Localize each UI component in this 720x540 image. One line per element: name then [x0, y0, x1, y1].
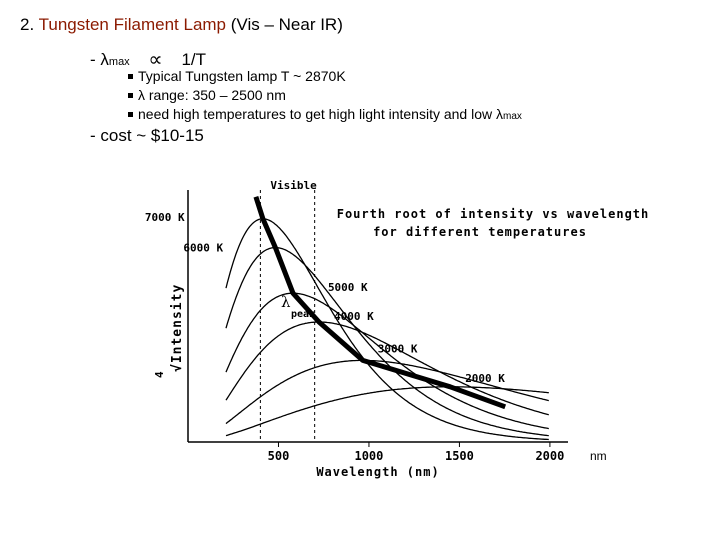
title-text: Tungsten Filament Lamp: [38, 15, 227, 34]
bullet-text: need high temperatures to get high light…: [138, 106, 504, 122]
bullet-square-icon: [128, 112, 133, 117]
bullet-item: λ range: 350 – 2500 nm: [128, 86, 522, 105]
y-axis-root-label: 4: [153, 371, 166, 378]
y-axis-label: √Intensity: [170, 284, 185, 372]
series-line: [225, 386, 549, 437]
series-label: 6000 K: [183, 242, 223, 255]
prop-sub: max: [108, 56, 130, 68]
series-label: 5000 K: [328, 281, 368, 294]
visible-label: Visible: [270, 179, 317, 192]
chart-title: Fourth root of intensity vs wavelength: [337, 207, 650, 221]
x-tick-label: 1000: [354, 449, 383, 463]
lambda-peak-sub: peak: [291, 309, 315, 320]
prop-lambda: λ: [100, 50, 109, 69]
series-line: [225, 246, 549, 437]
lambda-peak-label: λ: [281, 293, 291, 311]
x-unit-label: nm: [590, 449, 607, 463]
series-line: [225, 359, 549, 425]
series-line: [225, 218, 549, 441]
bullet-text: Typical Tungsten lamp T ~ 2870K: [138, 68, 346, 84]
series-line: [225, 292, 549, 430]
series-label: 7000 K: [145, 211, 185, 224]
title-paren: (Vis – Near IR): [230, 15, 343, 34]
prop-dash: -: [90, 50, 96, 69]
lambda-peak-locus-line: [253, 196, 507, 410]
lambda-max-relation: - λmax ∝ 1/T: [90, 46, 207, 71]
chart-subtitle: for different temperatures: [373, 225, 587, 239]
series-label: 4000 K: [334, 310, 374, 323]
title-number: 2.: [20, 15, 35, 34]
prop-relation: 1/T: [181, 50, 207, 69]
slide-title: 2. Tungsten Filament Lamp (Vis – Near IR…: [20, 15, 343, 35]
series-line: [225, 321, 549, 416]
proportional-icon: ∝: [148, 47, 163, 71]
bullet-sub: max: [503, 111, 522, 122]
x-tick-label: 2000: [535, 449, 564, 463]
x-tick-label: 1500: [445, 449, 474, 463]
x-axis-label: Wavelength (nm): [316, 465, 439, 479]
bullet-square-icon: [128, 93, 133, 98]
bullet-square-icon: [128, 74, 133, 79]
series-label: 2000 K: [465, 372, 505, 385]
bullet-item: Typical Tungsten lamp T ~ 2870K: [128, 67, 522, 86]
bullet-item: need high temperatures to get high light…: [128, 105, 522, 126]
x-tick-label: 500: [268, 449, 290, 463]
bullet-list: Typical Tungsten lamp T ~ 2870K λ range:…: [128, 67, 522, 126]
cost-line: - cost ~ $10-15: [90, 126, 204, 145]
series-label: 3000 K: [378, 342, 418, 355]
bullet-text: λ range: 350 – 2500 nm: [138, 87, 286, 103]
